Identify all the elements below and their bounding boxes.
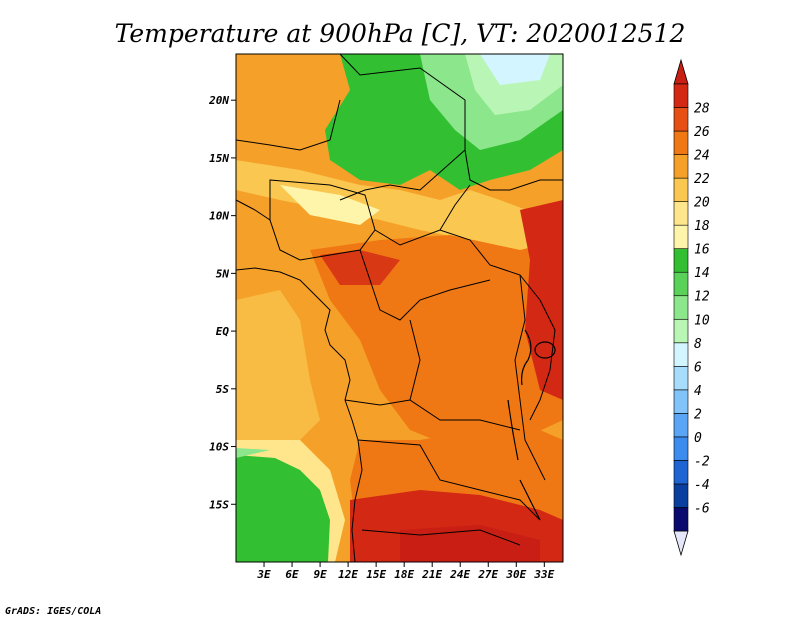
x-axis-ticks: 3E 6E 9E 12E 15E 18E 21E 24E 27E 30E 33E (256, 562, 555, 581)
colorbar-swatch (673, 483, 689, 508)
colorbar-label: 18 (694, 219, 710, 234)
map-frame (235, 53, 564, 563)
colorbar-under-triangle (673, 530, 689, 557)
y-tick-label: 10N (209, 210, 229, 223)
y-tick-label: 15N (209, 152, 229, 165)
colorbar-label: 28 (694, 102, 710, 117)
y-tick-label: 15S (209, 498, 229, 511)
colorbar-swatch (673, 107, 689, 132)
colorbar-label: 26 (694, 125, 710, 140)
field-ocean-mild (236, 290, 320, 440)
colorbar-label: 16 (694, 243, 710, 258)
lakes (507, 329, 556, 521)
x-tick-label: 15E (366, 568, 386, 581)
x-tick-label: 12E (338, 568, 358, 581)
colorbar-swatch (673, 248, 689, 273)
colorbar-swatch (673, 177, 689, 202)
field-sahel-pale (280, 185, 380, 225)
x-tick-label: 30E (505, 568, 526, 581)
colorbar-label: 10 (694, 313, 710, 328)
colorbar-swatch (673, 83, 689, 108)
colorbar-swatch (673, 295, 689, 320)
colorbar-label: 2 (694, 407, 702, 422)
colorbar-swatch (673, 201, 689, 226)
x-tick-label: 27E (477, 568, 498, 581)
colorbar-label: 20 (694, 196, 710, 211)
country-borders (236, 54, 563, 562)
colorbar-label: 0 (694, 431, 702, 446)
y-tick-label: 5S (216, 383, 230, 396)
colorbar-swatch (673, 342, 689, 367)
x-tick-label: 9E (313, 568, 327, 581)
field-sahel-band (236, 160, 563, 250)
colorbar-swatch (673, 389, 689, 414)
x-tick-label: 33E (533, 568, 554, 581)
colorbar-swatch (673, 318, 689, 344)
colorbar-label: 12 (694, 290, 710, 305)
x-tick-label: 21E (421, 568, 442, 581)
field-cameroon-hot (320, 250, 400, 285)
colorbar-swatch (673, 436, 689, 461)
colorbar-swatch (673, 224, 689, 249)
colorbar-label: 8 (694, 337, 702, 352)
colorbar-label: 22 (694, 172, 710, 187)
colorbar-swatch (673, 507, 689, 532)
colorbar-over-triangle (673, 58, 689, 85)
credit-label: GrADS: IGES/COLA (5, 606, 101, 617)
colorbar-swatch (673, 271, 689, 297)
x-tick-label: 18E (394, 568, 414, 581)
field-cold-pool-sw (236, 455, 330, 562)
y-tick-label: 20N (208, 94, 229, 107)
colorbar-label: -6 (694, 501, 710, 516)
x-tick-label: 24E (449, 568, 470, 581)
x-tick-label: 3E (256, 568, 271, 581)
map-title: Temperature at 900hPa [C], VT: 202001251… (115, 19, 686, 48)
colorbar-swatch (673, 154, 689, 179)
colorbar-swatch (673, 366, 689, 391)
colorbar-swatch (673, 130, 689, 155)
y-axis-ticks: 20N 15N 10N 5N EQ 5S 10S 15S (208, 94, 236, 511)
y-tick-label: EQ (216, 325, 230, 338)
colorbar-label: -4 (694, 478, 710, 493)
colorbar-label: 6 (694, 360, 702, 375)
field-cold-pool-edge (236, 448, 270, 458)
map-area: 3E 6E 9E 12E 15E 18E 21E 24E 27E 30E 33E 20N 15N 10N… (208, 53, 564, 581)
colorbar-label: 14 (694, 266, 710, 281)
field-north-ice (480, 54, 550, 85)
y-tick-label: 10S (209, 441, 229, 454)
colorbar-swatch (673, 460, 689, 485)
colorbar-swatch (673, 413, 689, 438)
colorbar-label: 4 (694, 384, 702, 399)
x-tick-label: 6E (285, 568, 299, 581)
colorbar-label: -2 (694, 454, 710, 469)
colorbar-label: 24 (694, 149, 710, 164)
y-tick-label: 5N (216, 267, 230, 280)
